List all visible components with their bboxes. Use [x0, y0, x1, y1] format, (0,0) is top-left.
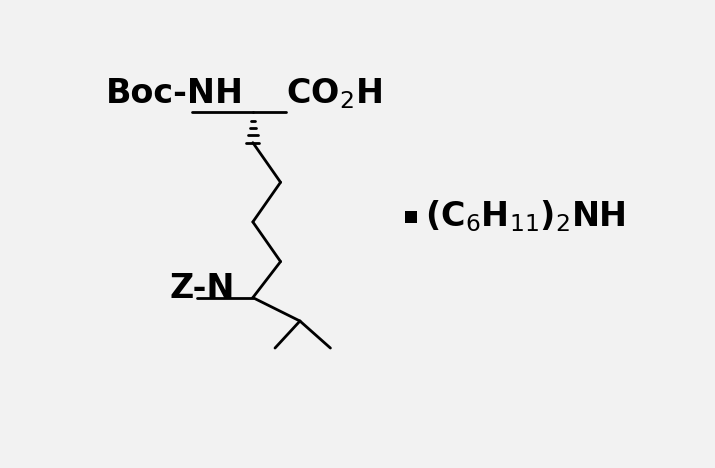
Text: CO$_2$H: CO$_2$H — [286, 77, 382, 111]
Text: (C$_6$H$_{11}$)$_2$NH: (C$_6$H$_{11}$)$_2$NH — [425, 199, 625, 234]
Text: Boc-NH: Boc-NH — [106, 78, 244, 110]
Text: Z-N: Z-N — [169, 272, 235, 305]
